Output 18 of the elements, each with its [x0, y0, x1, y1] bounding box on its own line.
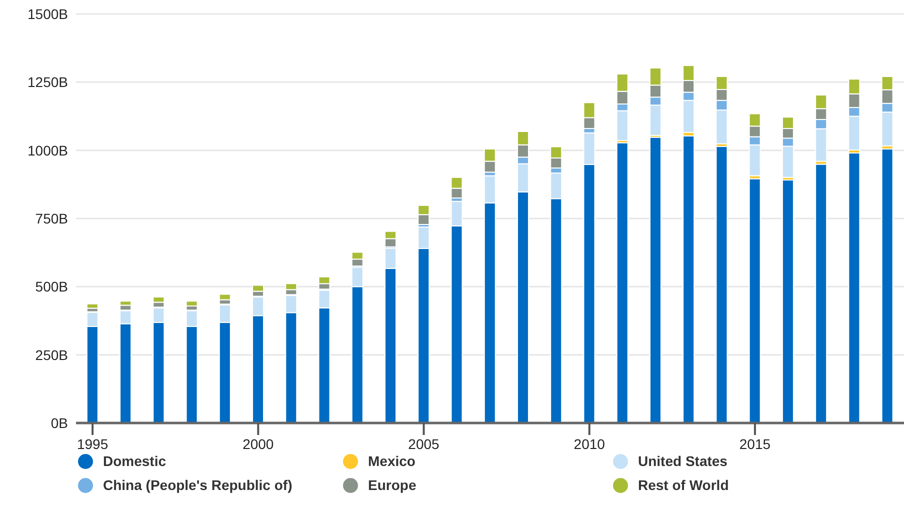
y-tick-label: 0B — [50, 414, 68, 431]
y-tick-label: 1250B — [28, 74, 68, 90]
y-tick-label: 250B — [35, 346, 68, 363]
x-tick-label: 2005 — [408, 436, 440, 452]
x-tick-label: 2000 — [242, 436, 274, 452]
x-tick-label: 2010 — [574, 436, 606, 452]
y-tick-label: 750B — [35, 210, 68, 226]
legend-label: United States — [638, 453, 728, 469]
legend-label: China (People's Republic of) — [103, 477, 292, 493]
legend-label: Domestic — [103, 453, 166, 469]
y-tick-label: 500B — [35, 278, 68, 295]
y-tick-label: 1000B — [28, 142, 68, 158]
x-tick-label: 2015 — [739, 436, 771, 452]
legend-label: Europe — [368, 477, 416, 493]
x-tick-label: 1995 — [76, 436, 108, 452]
legend-label: Mexico — [368, 453, 416, 469]
legend-label: Rest of World — [638, 477, 729, 493]
y-tick-label: 1500B — [28, 6, 68, 22]
